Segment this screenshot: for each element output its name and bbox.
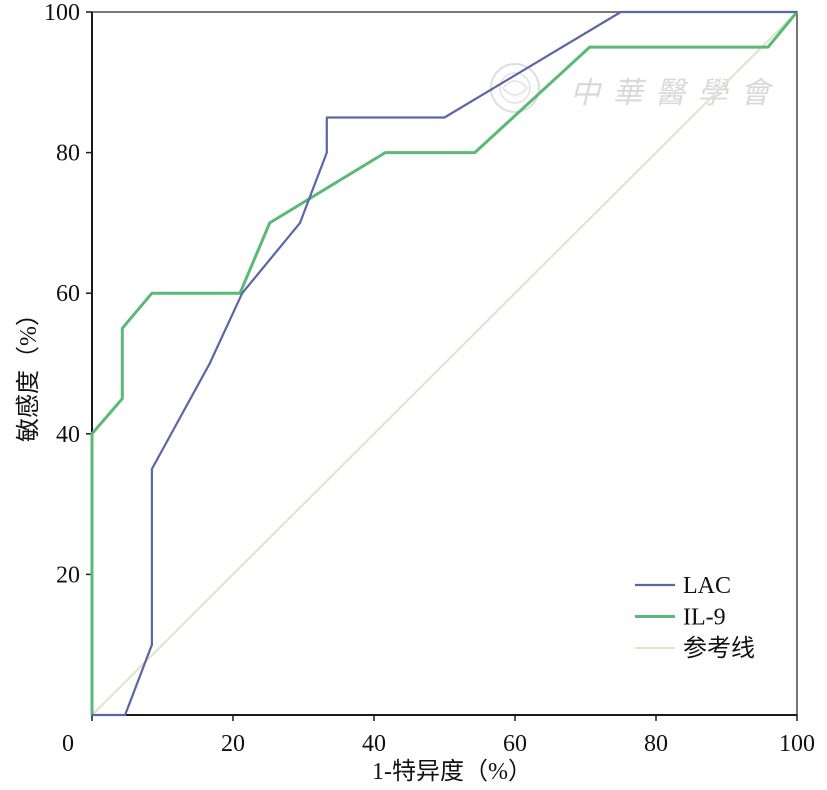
- plot-lines: [90, 10, 799, 717]
- legend: LAC IL-9 参考线: [635, 573, 755, 662]
- legend-label: 参考线: [683, 635, 755, 662]
- y-tick-label: 20: [56, 562, 80, 588]
- watermark-text: 中華醫學會: [570, 76, 774, 111]
- x-tick-label: 100: [779, 731, 815, 757]
- legend-label: LAC: [683, 573, 731, 599]
- y-tick-label: 60: [56, 281, 80, 307]
- x-tick-label: 20: [221, 731, 245, 757]
- legend-label: IL-9: [683, 605, 726, 631]
- x-tick-label: 80: [644, 731, 668, 757]
- x-tick-label: 40: [362, 731, 386, 757]
- x-tick-label: 60: [503, 731, 527, 757]
- legend-item-lac: LAC: [635, 573, 731, 599]
- series-line-il-9: [90, 11, 799, 715]
- y-tick-label: 40: [56, 422, 80, 448]
- legend-item-reference: 参考线: [635, 635, 755, 662]
- series-line-reference: [91, 11, 798, 716]
- watermark-logo: [490, 63, 540, 113]
- watermark: 中華醫學會: [490, 63, 774, 113]
- y-axis-title: 敏感度（%）: [15, 302, 42, 442]
- x-axis-title: 1-特异度（%）: [372, 758, 532, 785]
- x-tick-label: 0: [62, 731, 74, 757]
- legend-item-il-9: IL-9: [635, 605, 726, 631]
- series-line-lac: [92, 10, 797, 717]
- y-tick-label: 100: [44, 0, 80, 26]
- y-tick-label: 80: [56, 141, 80, 167]
